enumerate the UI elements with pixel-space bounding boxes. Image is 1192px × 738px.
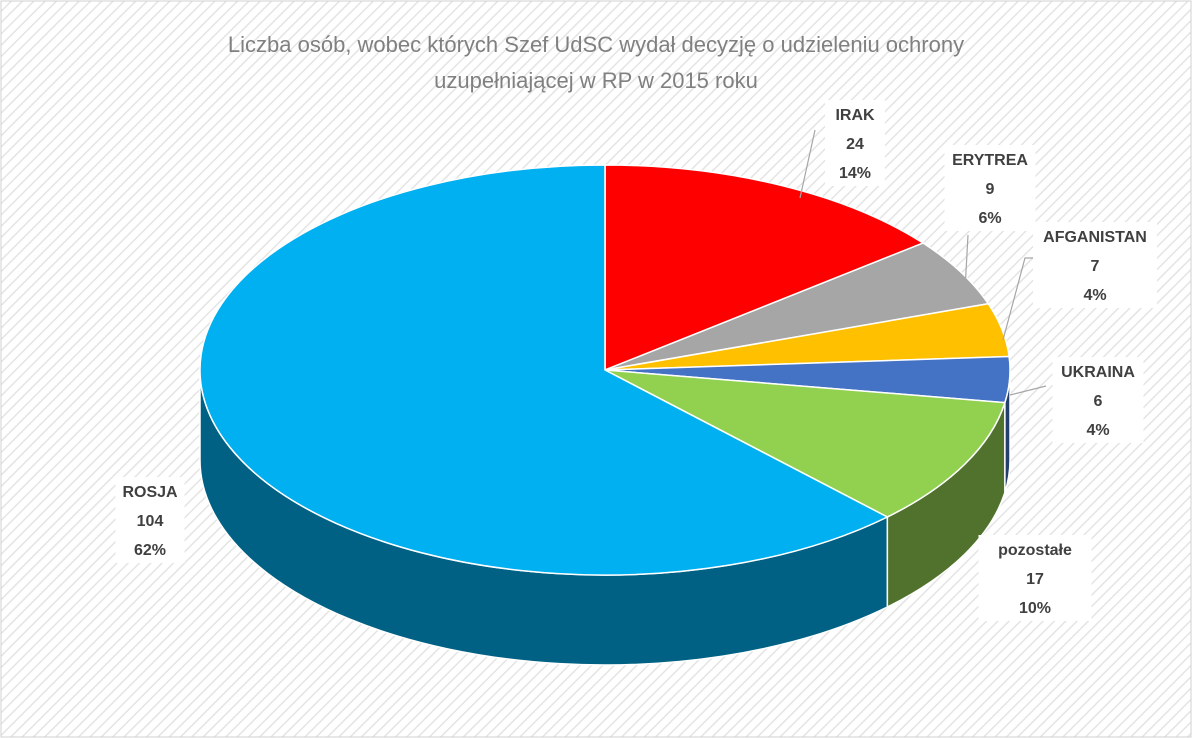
slice: [604, 242, 990, 371]
slice: [604, 164, 925, 372]
data-label: AFGANISTAN 7 4%: [1033, 222, 1157, 308]
slice: [604, 369, 1006, 518]
leader-line: [964, 234, 969, 291]
label-percent: 10%: [1019, 600, 1051, 617]
label-box: [978, 535, 1092, 621]
label-value: 7: [1091, 258, 1100, 275]
label-name: pozostałe: [998, 542, 1072, 559]
label-value: 104: [137, 513, 164, 530]
chart-title: uzupełniającej w RP w 2015 roku: [434, 68, 758, 93]
chart-title: Liczba osób, wobec których Szef UdSC wyd…: [228, 32, 964, 57]
label-value: 24: [846, 136, 864, 153]
leader-line: [799, 129, 816, 199]
data-label: ERYTREA 9 6%: [944, 145, 1036, 231]
label-name: IRAK: [835, 107, 875, 124]
label-box: [825, 100, 885, 186]
label-percent: 6%: [978, 210, 1001, 227]
label-box: [115, 477, 185, 563]
label-box: [944, 145, 1036, 231]
label-value: 9: [986, 181, 995, 198]
label-name: ERYTREA: [952, 152, 1028, 169]
label-name: AFGANISTAN: [1043, 229, 1147, 246]
label-percent: 4%: [1086, 422, 1109, 439]
slice: [199, 164, 889, 576]
label-percent: 14%: [839, 165, 871, 182]
label-name: UKRAINA: [1061, 364, 1135, 381]
label-box: [1052, 357, 1144, 443]
label-value: 6: [1094, 393, 1103, 410]
label-box: [1033, 222, 1157, 308]
label-value: 17: [1026, 571, 1044, 588]
data-label: pozostałe 17 10%: [978, 535, 1092, 621]
data-label: UKRAINA 6 4%: [1052, 357, 1144, 443]
data-label: ROSJA 104 62%: [115, 477, 185, 563]
label-percent: 4%: [1083, 287, 1106, 304]
label-name: ROSJA: [122, 484, 178, 501]
data-label: IRAK 24 14%: [825, 100, 885, 186]
leader-line: [1009, 385, 1047, 396]
label-percent: 62%: [134, 542, 166, 559]
